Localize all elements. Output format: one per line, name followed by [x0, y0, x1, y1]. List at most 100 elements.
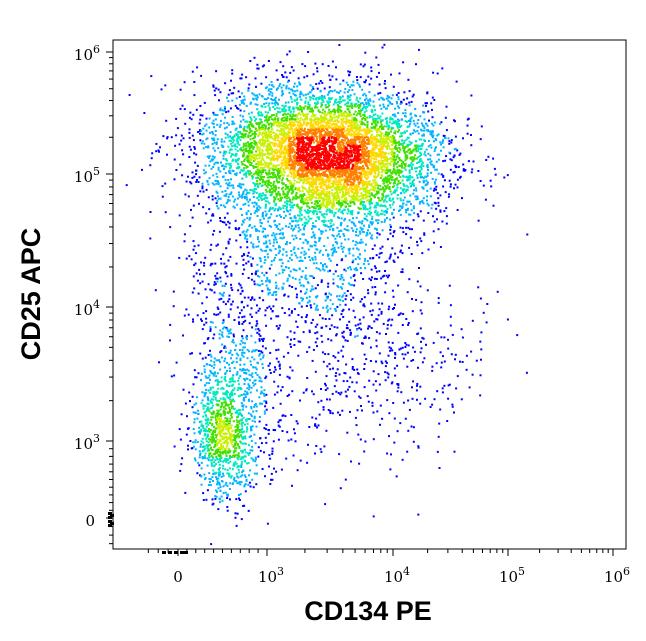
- data-point: [175, 169, 178, 171]
- data-point: [338, 98, 341, 101]
- data-point: [257, 236, 259, 239]
- data-point: [241, 341, 244, 344]
- data-point: [339, 487, 342, 490]
- data-point: [376, 236, 378, 239]
- data-point: [322, 100, 325, 103]
- data-point: [210, 262, 213, 265]
- data-point: [371, 215, 374, 218]
- data-point: [307, 202, 310, 205]
- data-point: [440, 173, 443, 176]
- data-point: [268, 127, 270, 130]
- data-point: [368, 83, 371, 86]
- data-point: [247, 159, 250, 161]
- data-point: [323, 223, 326, 226]
- data-point: [210, 243, 213, 246]
- data-point: [217, 461, 220, 464]
- data-point: [318, 210, 321, 213]
- data-point: [233, 478, 236, 481]
- data-point: [243, 485, 246, 488]
- data-point: [390, 193, 393, 196]
- data-point: [407, 226, 410, 229]
- data-point: [311, 285, 314, 288]
- data-point: [224, 190, 227, 192]
- data-point: [256, 374, 259, 376]
- data-point: [205, 415, 208, 418]
- data-point: [221, 335, 224, 338]
- data-point: [307, 220, 310, 223]
- data-point: [409, 194, 412, 197]
- data-point: [431, 203, 434, 206]
- data-point: [262, 179, 265, 182]
- data-point: [287, 196, 290, 199]
- data-point: [290, 66, 293, 69]
- data-point: [219, 170, 222, 173]
- data-point: [391, 247, 394, 250]
- data-point: [189, 352, 192, 355]
- data-point: [250, 263, 253, 266]
- data-point: [224, 116, 226, 119]
- data-point: [357, 256, 360, 259]
- data-point: [319, 314, 321, 317]
- data-point: [252, 93, 255, 96]
- data-point: [180, 463, 183, 466]
- data-point: [360, 405, 362, 407]
- data-point: [230, 412, 233, 415]
- data-point: [293, 246, 296, 249]
- data-point: [285, 207, 288, 210]
- data-point: [325, 325, 328, 328]
- data-point: [381, 46, 384, 49]
- data-point: [420, 122, 423, 125]
- data-point: [233, 407, 236, 410]
- data-point: [309, 244, 312, 247]
- data-point: [200, 428, 203, 431]
- data-point: [325, 224, 328, 227]
- data-point: [314, 452, 316, 455]
- data-point: [226, 361, 228, 364]
- data-point: [259, 114, 262, 117]
- data-point: [422, 197, 425, 200]
- data-point: [237, 228, 240, 231]
- data-point: [312, 348, 315, 351]
- data-point: [379, 104, 382, 107]
- data-point: [280, 468, 283, 471]
- data-point: [225, 392, 228, 395]
- data-point: [241, 73, 244, 76]
- data-point: [430, 146, 433, 149]
- data-point: [255, 85, 257, 88]
- data-point: [312, 87, 315, 90]
- data-point: [360, 201, 362, 204]
- data-point: [305, 296, 308, 299]
- data-point: [284, 117, 287, 120]
- data-point: [274, 99, 277, 102]
- data-point: [423, 232, 426, 235]
- data-point: [384, 199, 387, 202]
- data-point: [417, 119, 420, 121]
- data-point: [397, 112, 400, 115]
- data-point: [351, 381, 354, 384]
- data-point: [420, 168, 423, 171]
- data-point: [380, 221, 383, 223]
- data-point: [249, 116, 252, 119]
- data-point: [282, 93, 284, 96]
- data-point: [248, 124, 251, 127]
- data-point: [206, 489, 209, 492]
- data-point: [223, 413, 226, 416]
- data-point: [426, 166, 429, 169]
- data-point: [394, 178, 397, 181]
- data-point: [368, 226, 371, 229]
- data-point: [411, 182, 414, 185]
- data-point: [246, 462, 249, 465]
- data-point: [203, 447, 206, 450]
- data-point: [451, 403, 454, 406]
- data-point: [234, 143, 237, 146]
- data-point: [216, 482, 219, 484]
- data-point: [207, 221, 210, 224]
- data-point: [268, 224, 271, 227]
- data-point: [194, 448, 197, 451]
- data-point: [241, 414, 243, 417]
- data-point: [275, 177, 278, 180]
- data-point: [385, 211, 388, 214]
- data-point: [207, 441, 210, 444]
- data-point: [249, 170, 251, 173]
- data-point: [215, 143, 218, 146]
